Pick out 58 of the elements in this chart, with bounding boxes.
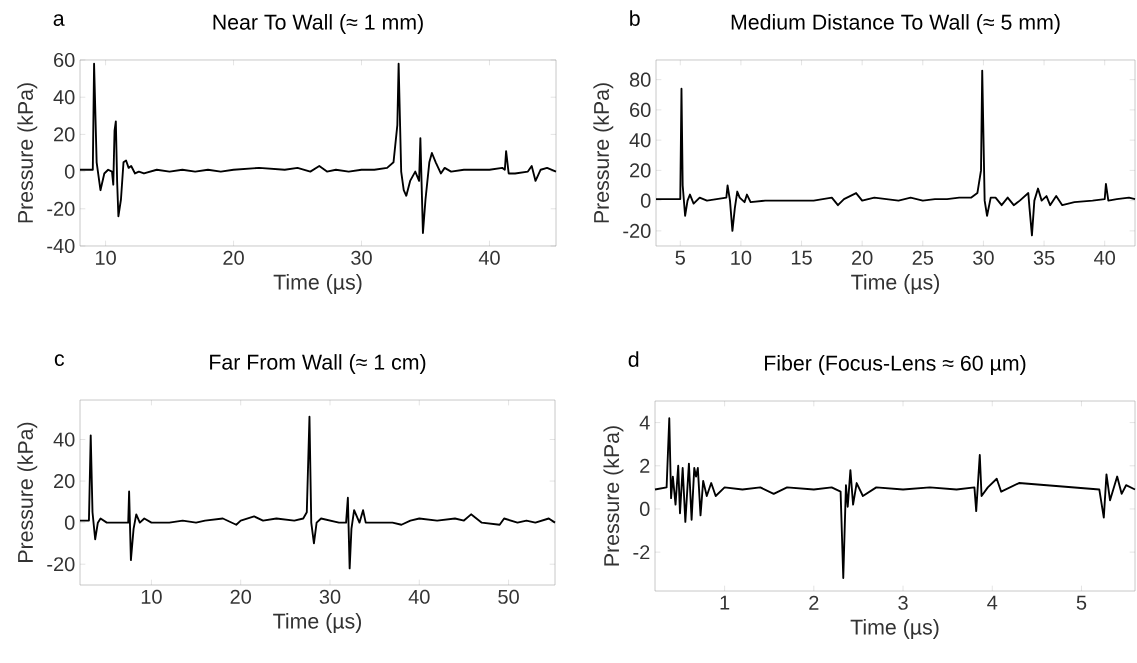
- x-tick-label: 50: [498, 589, 519, 604]
- y-tick-label: 40: [629, 133, 651, 148]
- text: c: [54, 354, 65, 366]
- y-axis-title: Pressure (kPa): [17, 422, 38, 562]
- chart-title: Near To Wall (≈ 1 mm): [213, 14, 423, 34]
- x-tick-label: 20: [852, 250, 873, 265]
- y-axis-title: Pressure (kPa): [603, 426, 624, 566]
- y-tick-label: 80: [629, 72, 651, 87]
- x-axis-title: Time (µs): [273, 274, 362, 294]
- x-tick-label: 15: [791, 250, 812, 265]
- y-tick-label: -20: [47, 557, 75, 572]
- y-tick-label: 20: [630, 163, 651, 178]
- y-tick-label: -40: [47, 238, 75, 254]
- x-tick-label: 10: [731, 250, 752, 265]
- x-tick-label: 2: [809, 595, 819, 610]
- y-tick-label: 0: [64, 515, 75, 530]
- x-axis-title: Time (µs): [273, 613, 362, 633]
- chart-title: Medium Distance To Wall (≈ 5 mm): [731, 14, 1060, 34]
- text: a: [53, 14, 65, 26]
- x-axis-title: Time (µs): [851, 274, 940, 294]
- x-tick-label: 5: [1076, 595, 1087, 610]
- y-tick-label: 0: [64, 164, 75, 179]
- x-tick-label: 40: [408, 589, 430, 604]
- y-tick-label: 60: [630, 102, 651, 117]
- text: d: [628, 351, 639, 367]
- y-tick-label: 20: [54, 473, 75, 489]
- y-tick-label: 40: [53, 90, 75, 105]
- y-tick-label: -2: [633, 545, 650, 560]
- x-tick-label: 30: [973, 250, 994, 265]
- y-tick-label: 0: [640, 193, 651, 208]
- y-axis-title: Pressure (kPa): [17, 83, 38, 223]
- y-tick-label: 60: [54, 52, 75, 68]
- y-tick-label: 0: [639, 501, 650, 517]
- x-tick-label: 10: [96, 250, 116, 265]
- y-axis-title: Pressure (kPa): [593, 83, 614, 223]
- y-tick-label: -20: [623, 223, 651, 238]
- x-tick-label: 3: [898, 595, 908, 610]
- x-tick-label: 30: [319, 589, 341, 604]
- y-tick-label: 2: [640, 458, 650, 473]
- x-tick-label: 5: [675, 250, 685, 265]
- x-tick-label: 40: [478, 250, 500, 265]
- y-tick-label: -20: [47, 201, 75, 216]
- x-tick-label: 25: [912, 250, 934, 265]
- x-tick-label: 40: [1094, 250, 1116, 265]
- x-tick-label: 1: [720, 595, 730, 610]
- chart-title: Fiber (Focus-Lens ≈ 60 µm): [765, 355, 1026, 375]
- x-tick-label: 4: [987, 595, 998, 610]
- text: b: [630, 10, 640, 26]
- x-tick-label: 20: [230, 589, 252, 604]
- x-tick-label: 30: [351, 250, 372, 265]
- chart-title: Far From Wall (≈ 1 cm): [210, 354, 426, 374]
- x-tick-label: 10: [141, 589, 162, 604]
- x-axis-title: Time (µs): [850, 619, 939, 639]
- y-tick-label: 4: [639, 415, 650, 430]
- y-tick-label: 40: [53, 432, 75, 447]
- x-tick-label: 35: [1033, 250, 1055, 265]
- y-tick-label: 20: [54, 127, 75, 142]
- x-tick-label: 20: [223, 250, 244, 265]
